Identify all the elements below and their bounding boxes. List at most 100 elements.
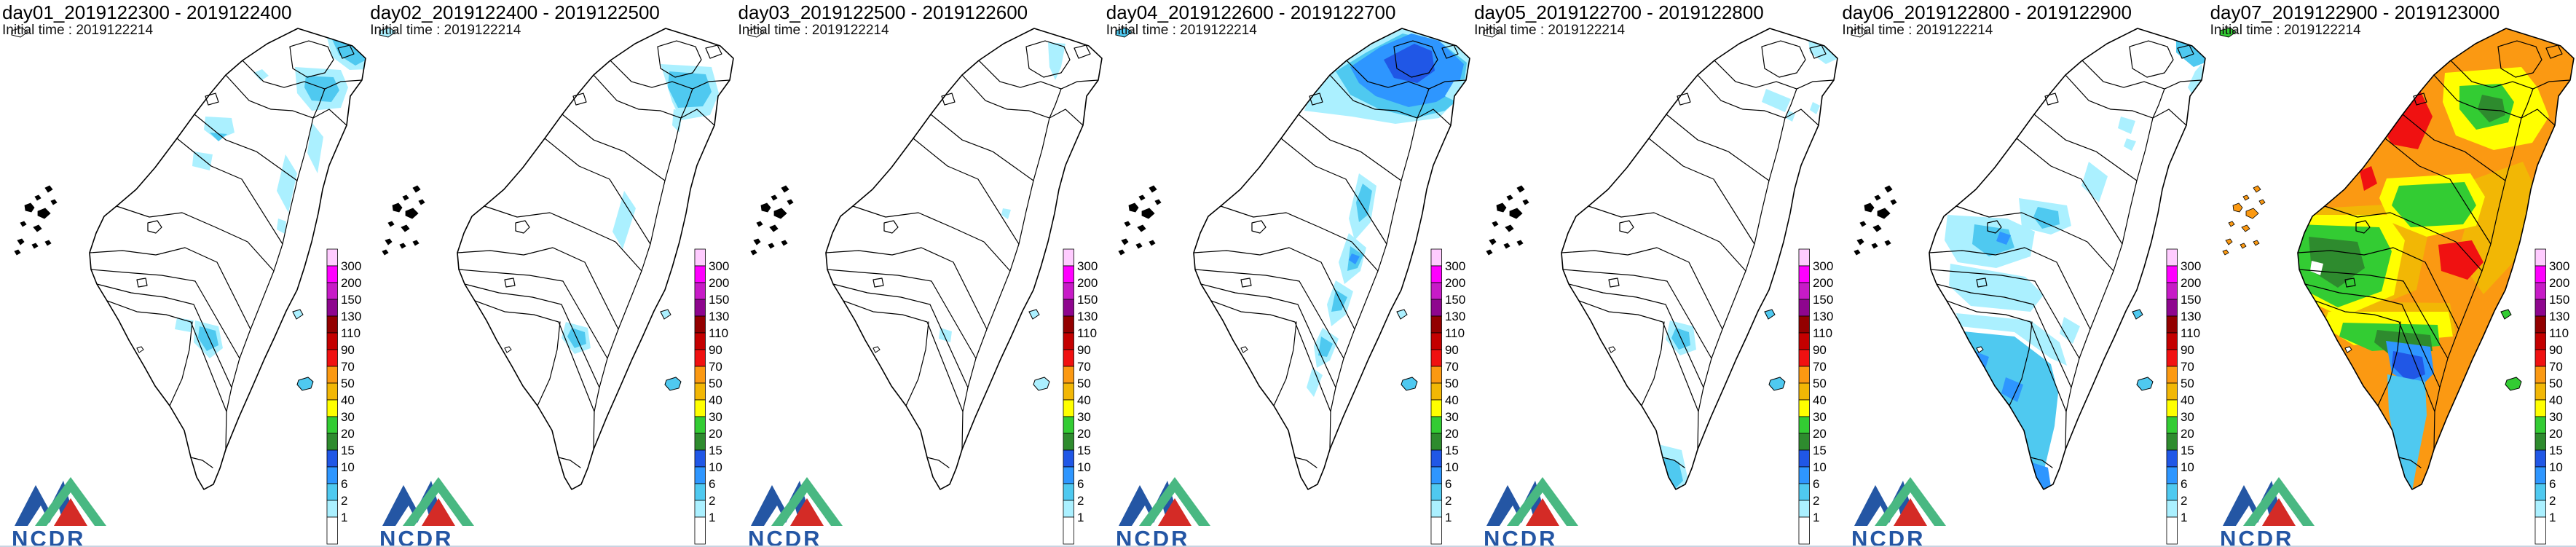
colorbar-label: 6 bbox=[2549, 477, 2556, 491]
colorbar-label: 1 bbox=[2549, 511, 2556, 524]
colorbar-segment bbox=[326, 500, 338, 518]
colorbar-label: 90 bbox=[1813, 343, 1827, 357]
colorbar-segment bbox=[1063, 282, 1074, 300]
colorbar-segment bbox=[1798, 449, 1810, 468]
colorbar-segment bbox=[2534, 466, 2546, 484]
colorbar-label: 15 bbox=[709, 444, 722, 457]
colorbar-label: 130 bbox=[1445, 310, 1465, 323]
colorbar-segment bbox=[1798, 516, 1810, 545]
taiwan-coastline bbox=[1561, 28, 1838, 490]
green-island bbox=[1764, 309, 1776, 320]
green-island bbox=[292, 309, 304, 320]
ncdr-logo-icon bbox=[2222, 476, 2315, 526]
ncdr-logo-text: NCDR bbox=[748, 526, 822, 547]
colorbar-segment bbox=[694, 433, 706, 451]
colorbar-segment bbox=[326, 433, 338, 451]
colorbar-segment bbox=[694, 416, 706, 434]
colorbar-segment bbox=[326, 416, 338, 434]
colorbar-segment bbox=[694, 366, 706, 384]
colorbar-segment bbox=[1063, 483, 1074, 501]
colorbar-segment bbox=[1798, 500, 1810, 518]
colorbar-segment bbox=[1063, 382, 1074, 401]
county-borders bbox=[1561, 40, 1835, 468]
forecast-panel: day01_2019122300 - 2019122400 Initial ti… bbox=[0, 0, 368, 546]
colorbar-segment bbox=[1430, 366, 1442, 384]
colorbar-segment bbox=[2534, 315, 2546, 334]
rain-area-level-10 bbox=[1383, 44, 1435, 84]
colorbar-segment bbox=[1798, 315, 1810, 334]
colorbar-segment bbox=[326, 382, 338, 401]
ncdr-logo-icon bbox=[14, 476, 106, 526]
colorbar-segment bbox=[326, 315, 338, 334]
colorbar-segment bbox=[1798, 248, 1810, 267]
colorbar-segment bbox=[694, 449, 706, 468]
colorbar-segment bbox=[326, 516, 338, 545]
colorbar-label: 200 bbox=[709, 276, 729, 290]
colorbar-label: 70 bbox=[1076, 360, 1090, 374]
colorbar-label: 40 bbox=[1813, 393, 1827, 407]
colorbar-segment bbox=[1798, 483, 1810, 501]
colorbar-segment bbox=[2166, 416, 2178, 434]
colorbar-segment bbox=[1798, 299, 1810, 317]
colorbar-label: 2 bbox=[709, 494, 715, 508]
colorbar-segment bbox=[1430, 265, 1442, 283]
colorbar-segment bbox=[326, 483, 338, 501]
colorbar-segment bbox=[2534, 449, 2546, 468]
penghu-islands bbox=[1486, 185, 1529, 256]
colorbar-segment bbox=[2166, 299, 2178, 317]
ncdr-logo-text: NCDR bbox=[1116, 526, 1190, 547]
forecast-panel: day07_2019122900 - 2019123000 Initial ti… bbox=[2208, 0, 2576, 546]
panel-title: day05_2019122700 - 2019122800 bbox=[1474, 1, 1764, 23]
forecast-panel: day02_2019122400 - 2019122500 Initial ti… bbox=[368, 0, 736, 546]
colorbar-label: 6 bbox=[1813, 477, 1819, 491]
colorbar-label: 20 bbox=[1813, 427, 1827, 441]
colorbar-label: 10 bbox=[1076, 460, 1090, 474]
rain-area-level-2 bbox=[2033, 207, 2060, 229]
colorbar-label: 10 bbox=[1813, 460, 1827, 474]
colorbar-label: 70 bbox=[709, 360, 722, 374]
colorbar-label: 90 bbox=[1076, 343, 1090, 357]
green-island bbox=[2500, 309, 2512, 320]
colorbar-segment bbox=[2534, 332, 2546, 350]
penghu-islands bbox=[14, 185, 58, 256]
colorbar-segment bbox=[1063, 315, 1074, 334]
colorbar-label: 200 bbox=[1813, 276, 1833, 290]
orchid-island bbox=[1768, 377, 1786, 391]
rain-area-level-1 bbox=[2081, 162, 2108, 203]
rain-area-level-10 bbox=[2391, 350, 2425, 382]
taiwan-precipitation-map: 300 200 150 130 110 90 70 50 40 30 20 15 10 6 2 1 NCDR bbox=[379, 27, 735, 546]
colorbar-segment bbox=[694, 315, 706, 334]
precipitation-colorbar: 300 200 150 130 110 90 70 50 40 30 20 15 10 6 2 1 bbox=[2166, 248, 2202, 545]
colorbar-segment bbox=[326, 349, 338, 367]
colorbar-label: 300 bbox=[2181, 259, 2201, 273]
colorbar-segment bbox=[1063, 500, 1074, 518]
colorbar-label: 30 bbox=[1445, 410, 1459, 424]
colorbar-segment bbox=[1430, 483, 1442, 501]
colorbar-segment bbox=[694, 248, 706, 267]
colorbar-segment bbox=[694, 349, 706, 367]
panel-title: day07_2019122900 - 2019123000 bbox=[2210, 1, 2500, 23]
colorbar-segment bbox=[2534, 399, 2546, 417]
panel-title: day03_2019122500 - 2019122600 bbox=[738, 1, 1028, 23]
colorbar-segment bbox=[2534, 282, 2546, 300]
colorbar-label: 1 bbox=[709, 511, 715, 524]
rain-area-level-1 bbox=[2188, 64, 2205, 100]
taiwan-precipitation-map: 300 200 150 130 110 90 70 50 40 30 20 15 10 6 2 1 NCDR bbox=[11, 27, 366, 546]
colorbar-segment bbox=[1063, 416, 1074, 434]
colorbar-segment bbox=[2534, 265, 2546, 283]
rain-area-level-1 bbox=[1306, 367, 1323, 397]
colorbar-label: 300 bbox=[709, 259, 729, 273]
green-island bbox=[660, 309, 671, 320]
colorbar-segment bbox=[326, 299, 338, 317]
colorbar-segment bbox=[1430, 416, 1442, 434]
colorbar-label: 110 bbox=[1076, 326, 1096, 340]
colorbar-label: 150 bbox=[1813, 293, 1833, 307]
colorbar-label: 1 bbox=[341, 511, 347, 524]
rain-area-level-70 bbox=[2438, 240, 2484, 280]
colorbar-segment bbox=[694, 299, 706, 317]
rain-area-level-2 bbox=[668, 71, 712, 109]
colorbar-label: 6 bbox=[1076, 477, 1083, 491]
colorbar-segment bbox=[1430, 248, 1442, 267]
colorbar-segment bbox=[2166, 516, 2178, 545]
colorbar-segment bbox=[1063, 248, 1074, 267]
